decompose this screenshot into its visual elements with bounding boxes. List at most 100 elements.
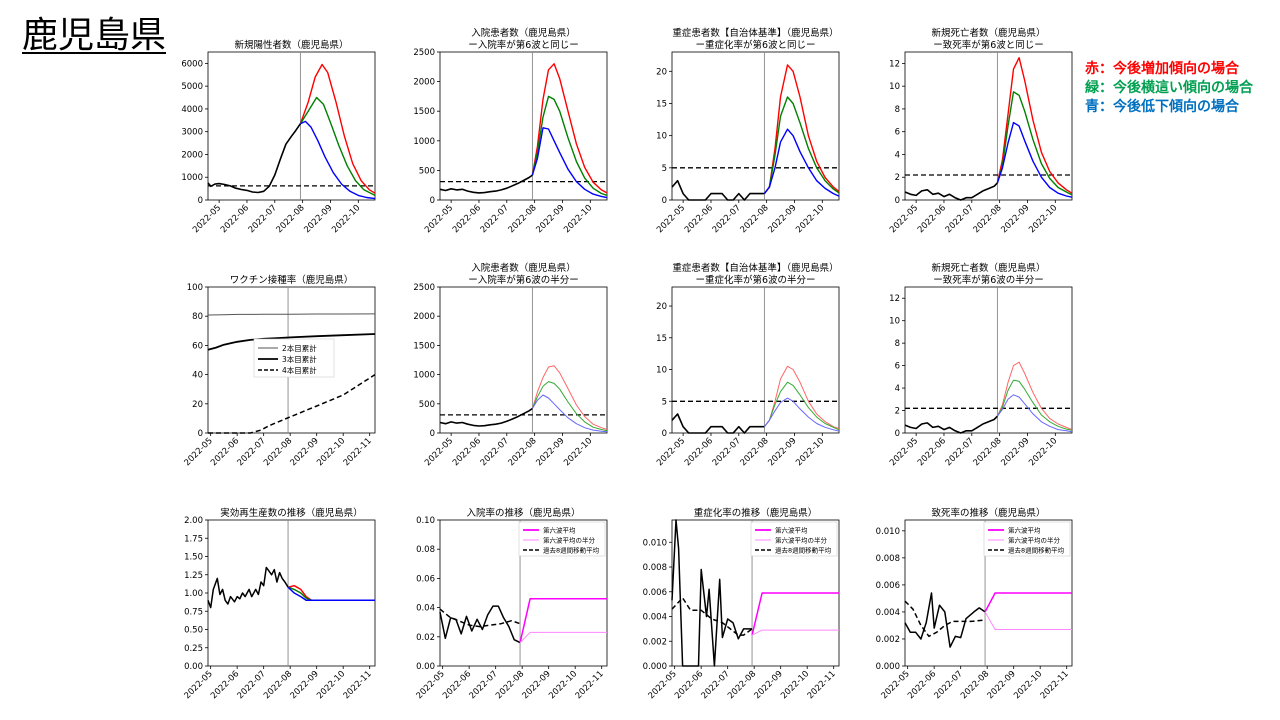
x-tick-label: 2022-05 xyxy=(655,203,687,235)
chart-death_rate: 致死率の推移（鹿児島県） 0.000 0.002 0.004 0.006 0.008 0.0… xyxy=(876,507,1073,701)
legend-label: 第六波平均の半分 xyxy=(1008,536,1061,545)
x-tick-label: 2022-11 xyxy=(1039,669,1071,701)
legend-label: 第六波平均 xyxy=(543,526,576,535)
y-tick-label: 0.10 xyxy=(416,516,435,526)
y-tick-label: 2 xyxy=(895,407,900,417)
chart-hosp_rate: 入院率の推移（鹿児島県） 0.00 0.02 0.04 0.06 0.08 0.10 2022… xyxy=(415,507,608,701)
series-line-3 xyxy=(287,586,375,602)
y-tick-label: 10 xyxy=(889,82,900,92)
series-line-2 xyxy=(208,373,376,434)
y-tick-label: 4 xyxy=(895,150,900,160)
y-tick-label: 40 xyxy=(192,371,203,381)
y-tick-label: 0.02 xyxy=(416,633,435,643)
x-tick-label: 2022-08 xyxy=(507,436,539,468)
series-line-0 xyxy=(207,123,302,194)
y-tick-label: 8 xyxy=(895,339,900,349)
y-tick-label: 0.75 xyxy=(184,607,203,617)
x-tick-label: 2022-06 xyxy=(451,436,483,468)
y-tick-label: 8 xyxy=(895,105,900,115)
x-tick-label: 2022-09 xyxy=(302,203,334,235)
y-tick-label: 3000 xyxy=(181,128,203,138)
x-tick-label: 2022-09 xyxy=(999,203,1031,235)
x-tick-label: 2022-08 xyxy=(507,203,539,235)
x-tick-label: 2022-09 xyxy=(534,436,566,468)
x-tick-label: 2022-10 xyxy=(330,203,362,235)
y-tick-label: 0.002 xyxy=(876,635,900,645)
y-tick-label: 0.006 xyxy=(876,581,900,591)
legend-label: 第六波平均の半分 xyxy=(775,536,828,545)
x-tick-label: 2022-05 xyxy=(423,203,455,235)
y-tick-label: 0.010 xyxy=(643,538,667,548)
x-tick-label: 2022-09 xyxy=(766,203,798,235)
y-tick-label: 0 xyxy=(895,196,900,206)
y-tick-label: 15 xyxy=(656,99,667,109)
legend-box xyxy=(518,521,606,557)
series-line-0 xyxy=(904,592,986,648)
y-tick-label: 500 xyxy=(419,166,435,176)
x-tick-label: 2022-11 xyxy=(806,669,838,701)
y-tick-label: 80 xyxy=(192,312,203,322)
series-line-1 xyxy=(439,608,521,628)
x-tick-label: 2022-06 xyxy=(916,436,948,468)
legend-label: 第六波平均 xyxy=(775,526,808,535)
y-tick-label: 2000 xyxy=(413,312,435,322)
legend-blue-decrease: 青：今後低下傾向の場合 xyxy=(1085,99,1239,115)
chart-severe_half: 重症患者数【自治体基準】（鹿児島県）ー重症化率が第6波の半分ー051015202… xyxy=(655,262,840,468)
y-tick-label: 1500 xyxy=(413,341,435,351)
series-line-2 xyxy=(531,365,608,430)
x-tick-label: 2022-11 xyxy=(342,669,374,701)
x-tick-label: 2022-09 xyxy=(766,436,798,468)
series-line-0 xyxy=(904,415,998,434)
y-tick-label: 0 xyxy=(662,196,667,206)
x-tick-label: 2022-08 xyxy=(275,203,307,235)
y-tick-label: 1.25 xyxy=(184,571,203,581)
x-tick-label: 2022-11 xyxy=(574,669,606,701)
y-tick-label: 20 xyxy=(192,400,203,410)
chart-vaccine: ワクチン接種率（鹿児島県）0204060801002022-052022-062… xyxy=(183,274,376,468)
y-tick-label: 12 xyxy=(889,59,900,69)
y-tick-label: 1.50 xyxy=(184,553,203,563)
y-tick-label: 1000 xyxy=(181,173,203,183)
legend-label: 第六波平均 xyxy=(1008,526,1041,535)
series-line-0 xyxy=(439,174,533,194)
y-tick-label: 1000 xyxy=(413,137,435,147)
chart-title: 入院率の推移（鹿児島県） xyxy=(466,507,580,519)
x-tick-label: 2022-05 xyxy=(423,436,455,468)
series-line-3 xyxy=(996,91,1073,196)
y-tick-label: 12 xyxy=(889,294,900,304)
series-line-2 xyxy=(996,361,1073,431)
series-line-4 xyxy=(996,394,1073,433)
series-line-4 xyxy=(763,128,840,197)
series-line-2 xyxy=(763,64,840,195)
y-tick-label: 10 xyxy=(889,317,900,327)
y-tick-label: 0.004 xyxy=(876,608,900,618)
chart-title: 重症化率の推移（鹿児島県） xyxy=(694,507,818,519)
plot-frame xyxy=(904,51,1073,201)
chart-title: ー重症化率が第6波と同じー xyxy=(695,39,815,51)
y-tick-label: 0.000 xyxy=(876,662,900,672)
y-tick-label: 0.00 xyxy=(184,662,203,672)
x-tick-label: 2022-10 xyxy=(562,203,594,235)
x-tick-label: 2022-05 xyxy=(888,436,920,468)
page-title: 鹿児島県 xyxy=(22,15,167,56)
y-tick-label: 5 xyxy=(662,164,667,174)
y-tick-label: 6 xyxy=(895,362,900,372)
series-line-2 xyxy=(299,63,376,194)
x-tick-label: 2022-08 xyxy=(739,203,771,235)
series-line-0 xyxy=(439,605,521,644)
x-tick-label: 2022-07 xyxy=(711,203,743,235)
x-tick-label: 2022-07 xyxy=(479,436,511,468)
x-tick-label: 2022-10 xyxy=(794,203,826,235)
series-line-1 xyxy=(904,600,986,638)
legend-label: 過去8週間移動平均 xyxy=(775,546,832,555)
x-tick-label: 2022-11 xyxy=(342,436,374,468)
x-tick-label: 2022-08 xyxy=(739,436,771,468)
y-tick-label: 0 xyxy=(430,196,435,206)
series-line-3 xyxy=(519,631,607,643)
x-tick-label: 2022-06 xyxy=(683,203,715,235)
chart-title: 入院患者数（鹿児島県） xyxy=(471,27,576,39)
x-tick-label: 2022-05 xyxy=(655,436,687,468)
y-tick-label: 0 xyxy=(662,429,667,439)
x-tick-label: 2022-06 xyxy=(219,203,251,235)
series-line-2 xyxy=(984,592,1072,613)
